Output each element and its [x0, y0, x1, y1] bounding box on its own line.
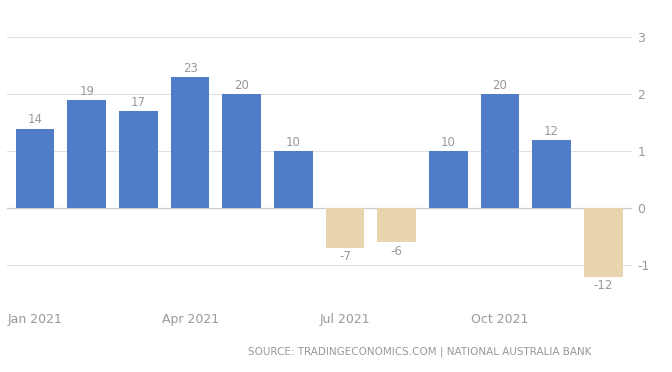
Bar	[326, 208, 364, 248]
Text: 10: 10	[441, 136, 456, 149]
Text: 20: 20	[493, 79, 507, 92]
Bar	[377, 208, 416, 243]
Text: 19: 19	[79, 85, 94, 98]
Text: 10: 10	[286, 136, 301, 149]
Text: -12: -12	[593, 279, 613, 292]
Bar	[171, 77, 210, 208]
Text: 17: 17	[131, 96, 146, 109]
Text: 12: 12	[544, 125, 559, 138]
Bar	[429, 151, 468, 208]
Bar	[222, 94, 261, 208]
Bar	[532, 140, 571, 208]
Text: -7: -7	[339, 250, 351, 263]
Text: SOURCE: TRADINGECONOMICS.COM | NATIONAL AUSTRALIA BANK: SOURCE: TRADINGECONOMICS.COM | NATIONAL …	[248, 347, 591, 357]
Bar	[15, 129, 54, 208]
Bar	[67, 100, 106, 208]
Text: 14: 14	[28, 113, 42, 126]
Bar	[584, 208, 623, 276]
Bar	[119, 112, 158, 208]
Text: -6: -6	[390, 245, 403, 258]
Bar	[480, 94, 519, 208]
Bar	[274, 151, 312, 208]
Text: 20: 20	[235, 79, 249, 92]
Text: 23: 23	[183, 62, 198, 75]
